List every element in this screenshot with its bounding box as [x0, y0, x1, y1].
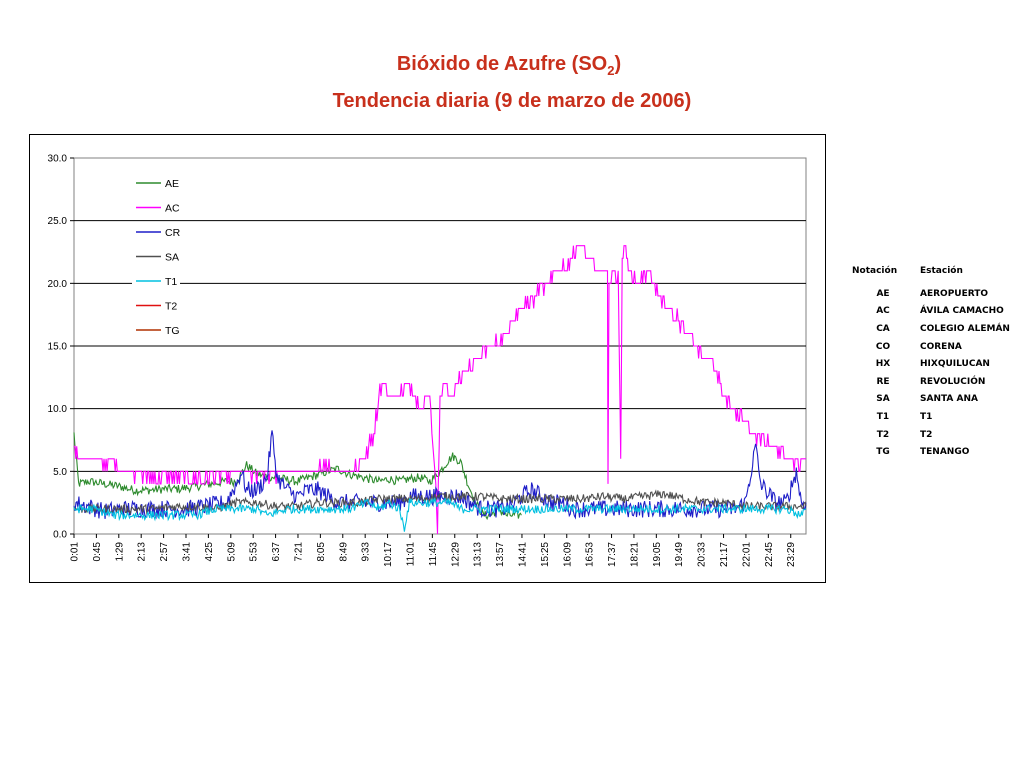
- x-tick-label: 3:41: [181, 542, 192, 562]
- station-name: T1: [920, 411, 933, 422]
- x-tick-label: 0:01: [70, 542, 81, 562]
- station-row: RE REVOLUCIÓN: [846, 373, 1010, 391]
- x-tick-label: 9:33: [361, 542, 372, 562]
- title-line-2: Tendencia diaria (9 de marzo de 2006): [332, 90, 692, 112]
- legend-label-cr: CR: [165, 227, 181, 239]
- station-row: AC ÁVILA CAMACHO: [846, 303, 1010, 321]
- x-tick-label: 5:09: [226, 542, 237, 562]
- x-tick-label: 2:57: [159, 542, 170, 562]
- station-row: T1 T1: [846, 408, 1010, 426]
- station-code: T2: [876, 429, 890, 440]
- station-name: HIXQUILUCAN: [920, 359, 990, 370]
- x-tick-label: 8:05: [316, 542, 327, 562]
- chart-frame: [29, 134, 826, 583]
- station-code: HX: [875, 359, 891, 370]
- x-tick-label: 14:41: [517, 542, 528, 567]
- x-tick-label: 12:29: [450, 542, 461, 567]
- station-row: CO CORENA: [846, 338, 1010, 356]
- station-row: SA SANTA ANA: [846, 391, 1010, 409]
- station-code: SA: [876, 394, 890, 405]
- notation-header: Notación: [852, 266, 898, 276]
- station-row: T2 T2: [846, 426, 1010, 444]
- station-legend-table: Notación Estación AE AEROPUERTO AC ÁVILA CA…: [846, 266, 1010, 461]
- x-tick-label: 18:21: [629, 542, 640, 567]
- station-name: ÁVILA CAMACHO: [920, 306, 1004, 317]
- title-line-1: Bióxido de Azufre (SO2): [0, 49, 1021, 86]
- y-tick-label: 0.0: [53, 530, 67, 541]
- x-tick-label: 22:01: [741, 542, 752, 567]
- title-suffix: ): [614, 53, 622, 75]
- title-subscript: 2: [607, 63, 615, 78]
- station-row: CA COLEGIO ALEMÁN: [846, 320, 1010, 338]
- station-name: TENANGO: [920, 447, 970, 458]
- x-tick-label: 5:53: [249, 542, 260, 562]
- x-tick-label: 23:29: [786, 542, 797, 567]
- station-code: CO: [875, 341, 891, 352]
- x-tick-label: 4:25: [204, 542, 215, 562]
- title-prefix: Bióxido de Azufre (SO: [396, 53, 608, 75]
- station-code: TG: [876, 447, 890, 458]
- chart-title: Bióxido de Azufre (SO2) Tendencia diaria…: [0, 49, 1024, 116]
- x-tick-label: 19:49: [674, 542, 685, 567]
- x-tick-label: 21:17: [719, 542, 730, 567]
- x-tick-label: 7:21: [293, 542, 304, 562]
- station-name: COLEGIO ALEMÁN: [920, 323, 1010, 334]
- station-code: T1: [876, 411, 890, 422]
- y-tick-label: 30.0: [48, 154, 68, 165]
- series-line-t1: [73, 496, 807, 532]
- station-row: AE AEROPUERTO: [846, 285, 1010, 303]
- x-tick-label: 20:33: [697, 542, 708, 567]
- station-header: Estación: [920, 266, 963, 276]
- station-code: CA: [876, 323, 890, 334]
- y-tick-label: 10.0: [48, 404, 68, 415]
- y-tick-label: 25.0: [48, 216, 68, 227]
- station-code: AC: [876, 306, 890, 317]
- x-tick-label: 17:37: [607, 542, 618, 567]
- y-tick-label: 15.0: [48, 342, 68, 353]
- y-tick-label: 20.0: [48, 279, 68, 290]
- series-line-sa: [73, 489, 807, 515]
- station-code: RE: [876, 376, 890, 387]
- x-tick-label: 2:13: [137, 542, 148, 562]
- station-name: SANTA ANA: [920, 394, 978, 405]
- series-line-ae: [73, 432, 522, 521]
- x-tick-label: 19:05: [652, 542, 663, 567]
- x-tick-label: 13:13: [473, 542, 484, 567]
- legend-label-ac: AC: [165, 203, 180, 215]
- legend-label-t1: T1: [165, 276, 177, 288]
- station-name: REVOLUCIÓN: [920, 376, 986, 387]
- legend-label-t2: T2: [165, 301, 177, 313]
- x-tick-label: 16:53: [585, 542, 596, 567]
- station-row: HX HIXQUILUCAN: [846, 355, 1010, 373]
- station-row: TG TENANGO: [846, 443, 1010, 461]
- x-tick-label: 16:09: [562, 542, 573, 567]
- y-tick-label: 5.0: [53, 467, 67, 478]
- x-tick-label: 1:29: [114, 542, 125, 562]
- station-code: AE: [876, 288, 890, 299]
- x-tick-label: 13:57: [495, 542, 506, 567]
- x-tick-label: 10:17: [383, 542, 394, 567]
- legend-label-ae: AE: [165, 178, 179, 190]
- station-name: CORENA: [920, 341, 962, 352]
- x-tick-label: 6:37: [271, 542, 282, 562]
- x-tick-label: 22:45: [764, 542, 775, 567]
- station-name: T2: [920, 429, 933, 440]
- x-tick-label: 0:45: [92, 542, 103, 562]
- station-name: AEROPUERTO: [920, 288, 989, 299]
- x-tick-label: 15:25: [540, 542, 551, 567]
- x-tick-label: 11:45: [428, 542, 439, 567]
- legend-label-tg: TG: [165, 325, 180, 337]
- legend-label-sa: SA: [165, 252, 179, 264]
- x-tick-label: 8:49: [338, 542, 349, 562]
- x-tick-label: 11:01: [405, 542, 416, 567]
- series-line-ac: [74, 245, 806, 535]
